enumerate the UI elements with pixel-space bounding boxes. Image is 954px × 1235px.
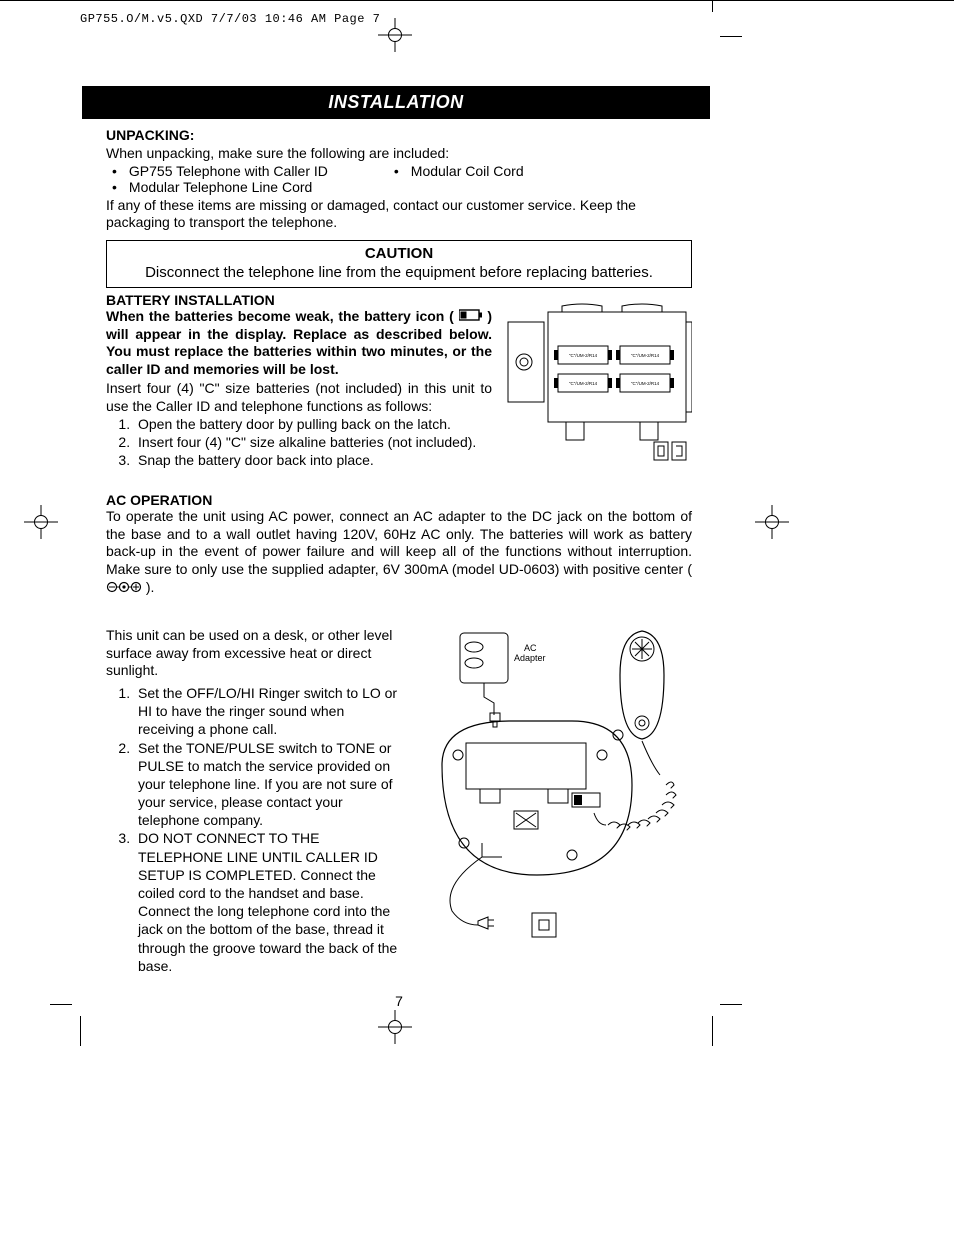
desk-diagram: AC Adapter (422, 625, 692, 975)
list-item: DO NOT CONNECT TO THE TELEPHONE LINE UNT… (134, 829, 404, 975)
section-banner: INSTALLATION (82, 86, 710, 119)
list-item: Open the battery door by pulling back on… (134, 415, 492, 433)
unpacking-items: GP755 Telephone with Caller ID Modular T… (106, 163, 692, 195)
battery-diagram: "C"/UM-2/R14 "C"/UM-2/R14 "C"/UM-2/R14 (502, 302, 692, 465)
print-header: GP755.O/M.v5.QXD 7/7/03 10:46 AM Page 7 (80, 12, 380, 26)
list-item: Insert four (4) "C" size alkaline batter… (134, 433, 492, 451)
polarity-icon (106, 580, 142, 598)
battery-text-col: When the batteries become weak, the batt… (106, 308, 492, 470)
crop-mark-top-left (0, 0, 954, 1)
crop-tick (720, 36, 742, 37)
battery-bold-intro: When the batteries become weak, the batt… (106, 308, 492, 379)
crop-tick (712, 1016, 713, 1046)
page-number: 7 (106, 993, 692, 1009)
crop-tick (80, 1016, 81, 1046)
list-item: Set the OFF/LO/HI Ringer switch to LO or… (134, 684, 404, 739)
registration-mark-top (378, 18, 412, 52)
unpacking-heading: UNPACKING: (106, 127, 692, 143)
text-fragment: ). (146, 579, 155, 595)
text-fragment: To operate the unit using AC power, conn… (106, 508, 692, 578)
caution-text: Disconnect the telephone line from the e… (115, 264, 683, 281)
text-fragment: When the batteries become weak, the batt… (106, 308, 454, 324)
svg-text:"C"/UM-2/R14: "C"/UM-2/R14 (631, 353, 660, 358)
crop-tick (712, 0, 713, 12)
desk-text-col: This unit can be used on a desk, or othe… (106, 625, 404, 975)
list-item: Set the TONE/PULSE switch to TONE or PUL… (134, 739, 404, 830)
svg-text:"C"/UM-2/R14: "C"/UM-2/R14 (569, 381, 598, 386)
unpacking-col-right: Modular Coil Cord (388, 163, 524, 195)
crop-tick (720, 1004, 742, 1005)
list-item: Snap the battery door back into place. (134, 451, 492, 469)
desk-intro: This unit can be used on a desk, or othe… (106, 627, 404, 680)
page-content: INSTALLATION UNPACKING: When unpacking, … (106, 86, 692, 1009)
ac-para: To operate the unit using AC power, conn… (106, 508, 692, 598)
svg-text:"C"/UM-2/R14: "C"/UM-2/R14 (569, 353, 598, 358)
registration-mark-left (24, 505, 58, 539)
unpacking-note: If any of these items are missing or dam… (106, 197, 692, 232)
ac-heading: AC OPERATION (106, 492, 692, 508)
desk-section: This unit can be used on a desk, or othe… (106, 625, 692, 975)
registration-mark-right (755, 505, 789, 539)
list-item: Modular Telephone Line Cord (106, 179, 328, 195)
list-item: GP755 Telephone with Caller ID (106, 163, 328, 179)
battery-steps: Open the battery door by pulling back on… (106, 415, 492, 470)
svg-text:AC: AC (524, 643, 537, 653)
unpacking-intro: When unpacking, make sure the following … (106, 145, 692, 163)
ac-section: AC OPERATION To operate the unit using A… (106, 492, 692, 598)
caution-box: CAUTION Disconnect the telephone line fr… (106, 240, 692, 288)
caution-title: CAUTION (115, 245, 683, 262)
list-item: Modular Coil Cord (388, 163, 524, 179)
battery-icon (459, 308, 483, 326)
svg-text:"C"/UM-2/R14: "C"/UM-2/R14 (631, 381, 660, 386)
svg-text:Adapter: Adapter (514, 653, 546, 663)
desk-steps: Set the OFF/LO/HI Ringer switch to LO or… (106, 684, 404, 975)
battery-section: When the batteries become weak, the batt… (106, 308, 692, 470)
crop-tick (50, 1004, 72, 1005)
battery-insert-text: Insert four (4) "C" size batteries (not … (106, 380, 492, 415)
unpacking-col-left: GP755 Telephone with Caller ID Modular T… (106, 163, 328, 195)
registration-mark-bottom (378, 1010, 412, 1044)
